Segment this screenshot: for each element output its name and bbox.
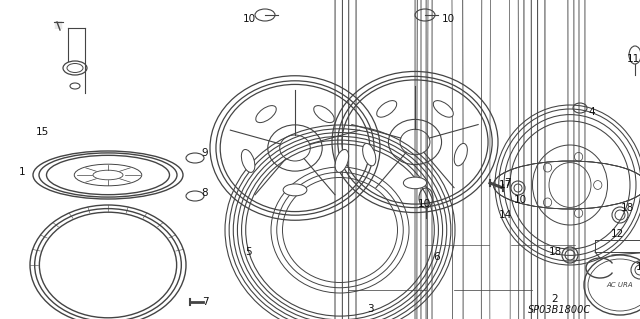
Ellipse shape [454,144,467,166]
Text: 1: 1 [19,167,26,177]
Text: 10: 10 [513,195,527,205]
Text: 14: 14 [499,210,511,220]
Ellipse shape [433,100,453,117]
Ellipse shape [241,150,255,172]
Text: 15: 15 [35,127,49,137]
Text: 18: 18 [620,203,634,213]
Text: 12: 12 [611,229,623,239]
Ellipse shape [403,177,427,189]
Text: 17: 17 [499,180,511,190]
Text: 5: 5 [244,247,252,257]
Text: 10: 10 [243,14,255,24]
Text: 13: 13 [636,262,640,272]
Text: 8: 8 [202,188,208,198]
Ellipse shape [377,100,397,117]
Text: AC URA: AC URA [607,282,634,288]
Ellipse shape [283,184,307,196]
Text: 6: 6 [434,252,440,262]
Text: 7: 7 [202,297,208,307]
Text: 3: 3 [367,304,373,314]
Text: 9: 9 [202,148,208,158]
Ellipse shape [314,106,334,122]
Text: 10: 10 [417,199,431,209]
Ellipse shape [256,106,276,122]
Text: 11: 11 [627,54,639,64]
Ellipse shape [335,150,349,172]
Text: 2: 2 [552,294,558,304]
Text: 7: 7 [504,178,510,188]
Text: 10: 10 [442,14,454,24]
Text: SP03B1800C: SP03B1800C [529,305,591,315]
Text: 4: 4 [589,107,595,117]
Text: 18: 18 [548,247,562,257]
Ellipse shape [363,144,376,166]
